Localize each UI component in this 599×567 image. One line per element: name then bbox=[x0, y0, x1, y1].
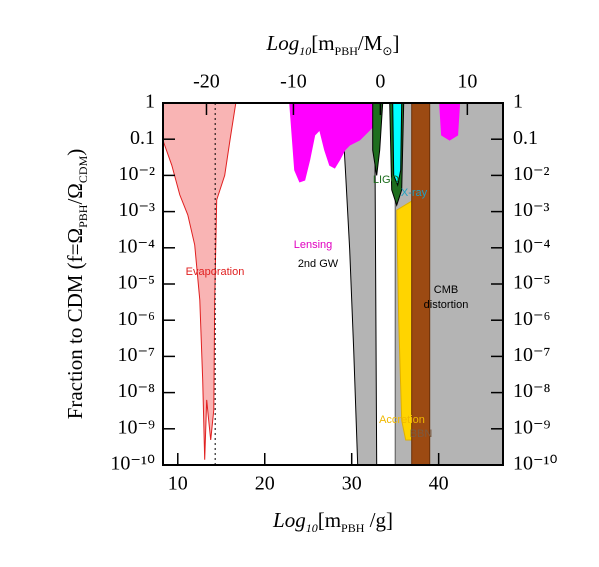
y2-tick-label: 10⁻⁹ bbox=[513, 416, 551, 438]
x-axis-label-part: 10 bbox=[306, 521, 318, 535]
y2-tick-label: 1 bbox=[513, 91, 523, 113]
y-tick-label: 10⁻³ bbox=[118, 199, 155, 221]
y-axis-label: Fraction to CDM (f=ΩPBH/ΩCDM) bbox=[63, 149, 90, 420]
y-tick-label: 10⁻⁹ bbox=[117, 416, 155, 438]
x-tick-label: 30 bbox=[342, 473, 362, 495]
region-label: LIGO bbox=[373, 174, 400, 186]
x2-axis-label-part: [m bbox=[311, 31, 334, 55]
x2-axis-label-part: 10 bbox=[299, 44, 311, 58]
region-label: 2nd GW bbox=[298, 258, 339, 270]
x2-axis-label: Log10[mPBH/M⊙] bbox=[266, 31, 400, 58]
x-axis-label-part: [m bbox=[318, 508, 341, 532]
y-tick-label: 10⁻⁷ bbox=[117, 344, 155, 366]
y2-tick-label: 10⁻⁶ bbox=[513, 308, 551, 330]
constraint-region bbox=[372, 103, 384, 176]
y-tick-label: 10⁻¹⁰ bbox=[110, 453, 155, 475]
regions bbox=[163, 103, 503, 465]
x2-tick-label: 0 bbox=[375, 71, 385, 93]
y-tick-label: 1 bbox=[145, 91, 155, 113]
constraint-region bbox=[392, 103, 403, 187]
y2-tick-label: 0.1 bbox=[513, 127, 538, 149]
x2-axis-label-part: ⊙ bbox=[382, 44, 392, 58]
region-label: BBN bbox=[410, 428, 433, 440]
x-tick-label: 20 bbox=[255, 473, 275, 495]
x-axis-label-part: PBH bbox=[341, 521, 365, 535]
y-tick-label: 10⁻⁶ bbox=[117, 308, 155, 330]
y2-tick-label: 10⁻⁸ bbox=[513, 380, 551, 402]
constraint-region bbox=[439, 103, 461, 141]
region-label: Lensing bbox=[294, 239, 333, 251]
x-axis-label: Log10[mPBH /g] bbox=[272, 508, 393, 535]
x2-axis-label-part: ] bbox=[392, 31, 399, 55]
region-label: distortion bbox=[424, 299, 469, 311]
x-tick-label: 10 bbox=[168, 473, 188, 495]
y2-tick-label: 10⁻¹⁰ bbox=[513, 453, 558, 475]
x2-tick-label: 10 bbox=[457, 71, 477, 93]
y2-tick-label: 10⁻⁴ bbox=[513, 235, 551, 257]
region-label: Accretion bbox=[379, 414, 425, 426]
x2-axis-label-part: PBH bbox=[335, 44, 359, 58]
region-label: X-ray bbox=[401, 187, 428, 199]
y-tick-label: 10⁻² bbox=[118, 163, 155, 185]
constraint-region bbox=[343, 103, 378, 465]
axes: 1 1 0.1 0.1 10⁻² 10⁻² 10⁻³ 10⁻³ 10⁻⁴ 10⁻⁴ 10⁻⁵ 10⁻⁵… bbox=[110, 71, 557, 495]
y2-tick-label: 10⁻³ bbox=[513, 199, 550, 221]
y-tick-label: 10⁻⁴ bbox=[117, 235, 155, 257]
constraint-region bbox=[411, 103, 431, 465]
region-label: CMB bbox=[434, 284, 458, 296]
x2-axis-label-part: Log bbox=[266, 31, 300, 55]
constraint-region bbox=[289, 103, 379, 183]
y-tick-label: 10⁻⁸ bbox=[117, 380, 155, 402]
x-tick-label: 40 bbox=[429, 473, 449, 495]
constraint-region bbox=[163, 103, 237, 460]
region-label: Evaporation bbox=[186, 266, 245, 278]
x-axis-label-part: Log bbox=[272, 508, 306, 532]
y-tick-label: 10⁻⁵ bbox=[117, 272, 155, 294]
y2-tick-label: 10⁻⁵ bbox=[513, 272, 551, 294]
y-axis-label-part: ) bbox=[63, 149, 87, 156]
y-tick-label: 0.1 bbox=[130, 127, 155, 149]
y-axis-label-part: PBH bbox=[76, 204, 90, 228]
y-axis-label-part: CDM bbox=[76, 155, 90, 183]
x2-tick-label: -10 bbox=[280, 71, 307, 93]
y-axis-label-part: Fraction to CDM (f=Ω bbox=[63, 228, 87, 419]
y-axis-label-part: /Ω bbox=[63, 183, 87, 204]
x2-axis-label-part: /M bbox=[358, 31, 383, 55]
y2-tick-label: 10⁻² bbox=[513, 163, 550, 185]
x2-tick-label: -20 bbox=[193, 71, 220, 93]
x-axis-label-part: /g] bbox=[364, 508, 393, 532]
y2-tick-label: 10⁻⁷ bbox=[513, 344, 551, 366]
